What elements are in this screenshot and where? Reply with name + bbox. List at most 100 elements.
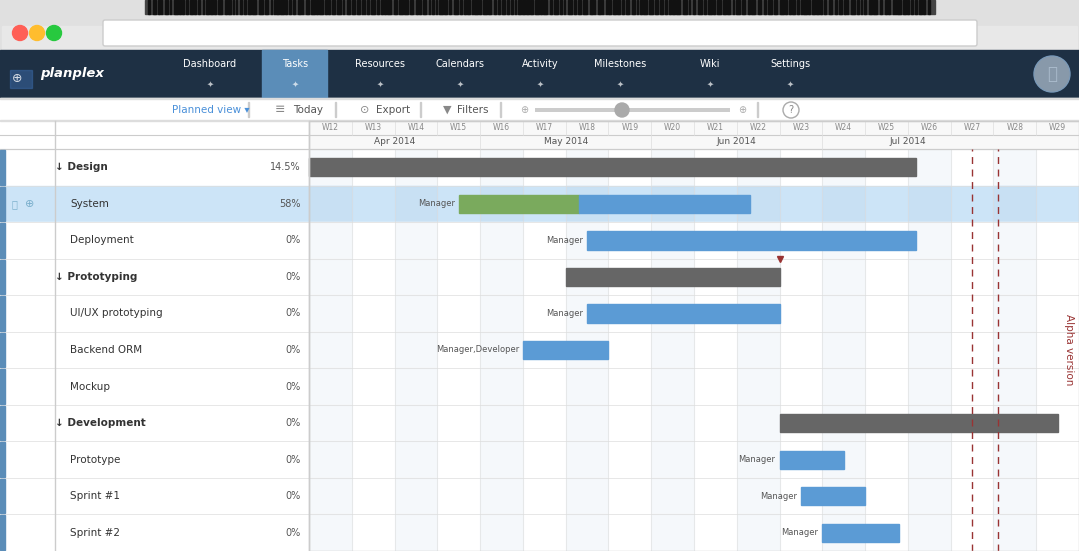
Bar [148, 0, 150, 14]
Bar [218, 0, 222, 14]
Bar [309, 515, 352, 551]
Bar [705, 0, 707, 14]
Bar [742, 0, 746, 14]
Bar [0, 98, 1079, 121]
Bar [994, 149, 1036, 186]
Bar [748, 0, 750, 14]
Bar [10, 70, 32, 88]
Bar [736, 0, 740, 14]
Bar [652, 515, 694, 551]
Text: Resources: Resources [355, 59, 405, 69]
Bar [565, 149, 609, 186]
Bar [693, 0, 695, 14]
Bar [0, 442, 5, 477]
Bar [912, 0, 913, 14]
Bar [541, 0, 543, 14]
Text: Planned view ▾: Planned view ▾ [172, 105, 249, 115]
Bar [563, 0, 565, 14]
Bar [928, 0, 930, 14]
Bar [737, 186, 779, 222]
Bar [822, 523, 899, 542]
Bar [281, 0, 284, 14]
FancyBboxPatch shape [103, 20, 976, 46]
Bar [737, 478, 779, 515]
Bar [822, 295, 865, 332]
Bar [381, 0, 383, 14]
Text: 0%: 0% [286, 272, 301, 282]
Bar [737, 441, 779, 478]
Text: W17: W17 [535, 123, 552, 132]
Bar [480, 295, 523, 332]
Bar [669, 0, 671, 14]
Bar [764, 0, 766, 14]
Bar [405, 0, 408, 14]
Bar [395, 441, 437, 478]
Bar [248, 0, 251, 14]
Bar [467, 0, 469, 14]
Bar [0, 369, 5, 404]
Bar [483, 0, 487, 14]
Bar [309, 258, 352, 295]
Bar [907, 441, 951, 478]
Bar [316, 0, 318, 14]
Text: W26: W26 [920, 123, 938, 132]
Bar [786, 0, 788, 14]
Text: Prototype: Prototype [70, 455, 121, 464]
Text: 0%: 0% [286, 418, 301, 428]
Text: ✦: ✦ [787, 79, 793, 89]
Bar [907, 332, 951, 368]
Bar [683, 0, 687, 14]
Bar [994, 258, 1036, 295]
Bar [224, 0, 227, 14]
Bar [822, 186, 865, 222]
Bar [780, 0, 783, 14]
Bar [737, 515, 779, 551]
Bar [309, 135, 1079, 149]
Bar [179, 0, 181, 14]
Circle shape [615, 103, 629, 117]
Bar [652, 295, 694, 332]
Bar [480, 332, 523, 368]
Text: ▼: ▼ [443, 105, 451, 115]
Bar [228, 0, 231, 14]
Bar [515, 0, 516, 14]
Text: ≡: ≡ [275, 104, 286, 116]
Bar [420, 0, 421, 14]
Bar [907, 186, 951, 222]
Bar [384, 0, 386, 14]
Bar [779, 414, 1057, 432]
Bar [276, 0, 278, 14]
Text: W19: W19 [622, 123, 639, 132]
Bar [751, 0, 755, 14]
Bar [309, 441, 352, 478]
Bar [708, 0, 711, 14]
Bar [395, 258, 437, 295]
Bar [416, 0, 419, 14]
Bar [445, 0, 447, 14]
Bar [262, 50, 327, 98]
Bar [737, 222, 779, 258]
Bar [309, 405, 352, 441]
Bar [186, 0, 189, 14]
Bar [655, 0, 658, 14]
Bar [0, 260, 5, 294]
Bar [289, 0, 290, 14]
Bar [903, 0, 905, 14]
Bar [480, 258, 523, 295]
Text: W25: W25 [878, 123, 896, 132]
Text: Manager: Manager [546, 309, 583, 318]
Bar [472, 0, 473, 14]
Bar [507, 0, 508, 14]
Circle shape [13, 25, 27, 41]
Circle shape [1035, 57, 1069, 91]
Bar [309, 222, 352, 258]
Bar [364, 0, 365, 14]
Bar [622, 0, 624, 14]
Bar [994, 332, 1036, 368]
Bar [617, 0, 620, 14]
Bar [0, 515, 5, 550]
Text: Tasks: Tasks [282, 59, 309, 69]
Bar [480, 515, 523, 551]
Bar [598, 0, 601, 14]
Bar [165, 0, 168, 14]
